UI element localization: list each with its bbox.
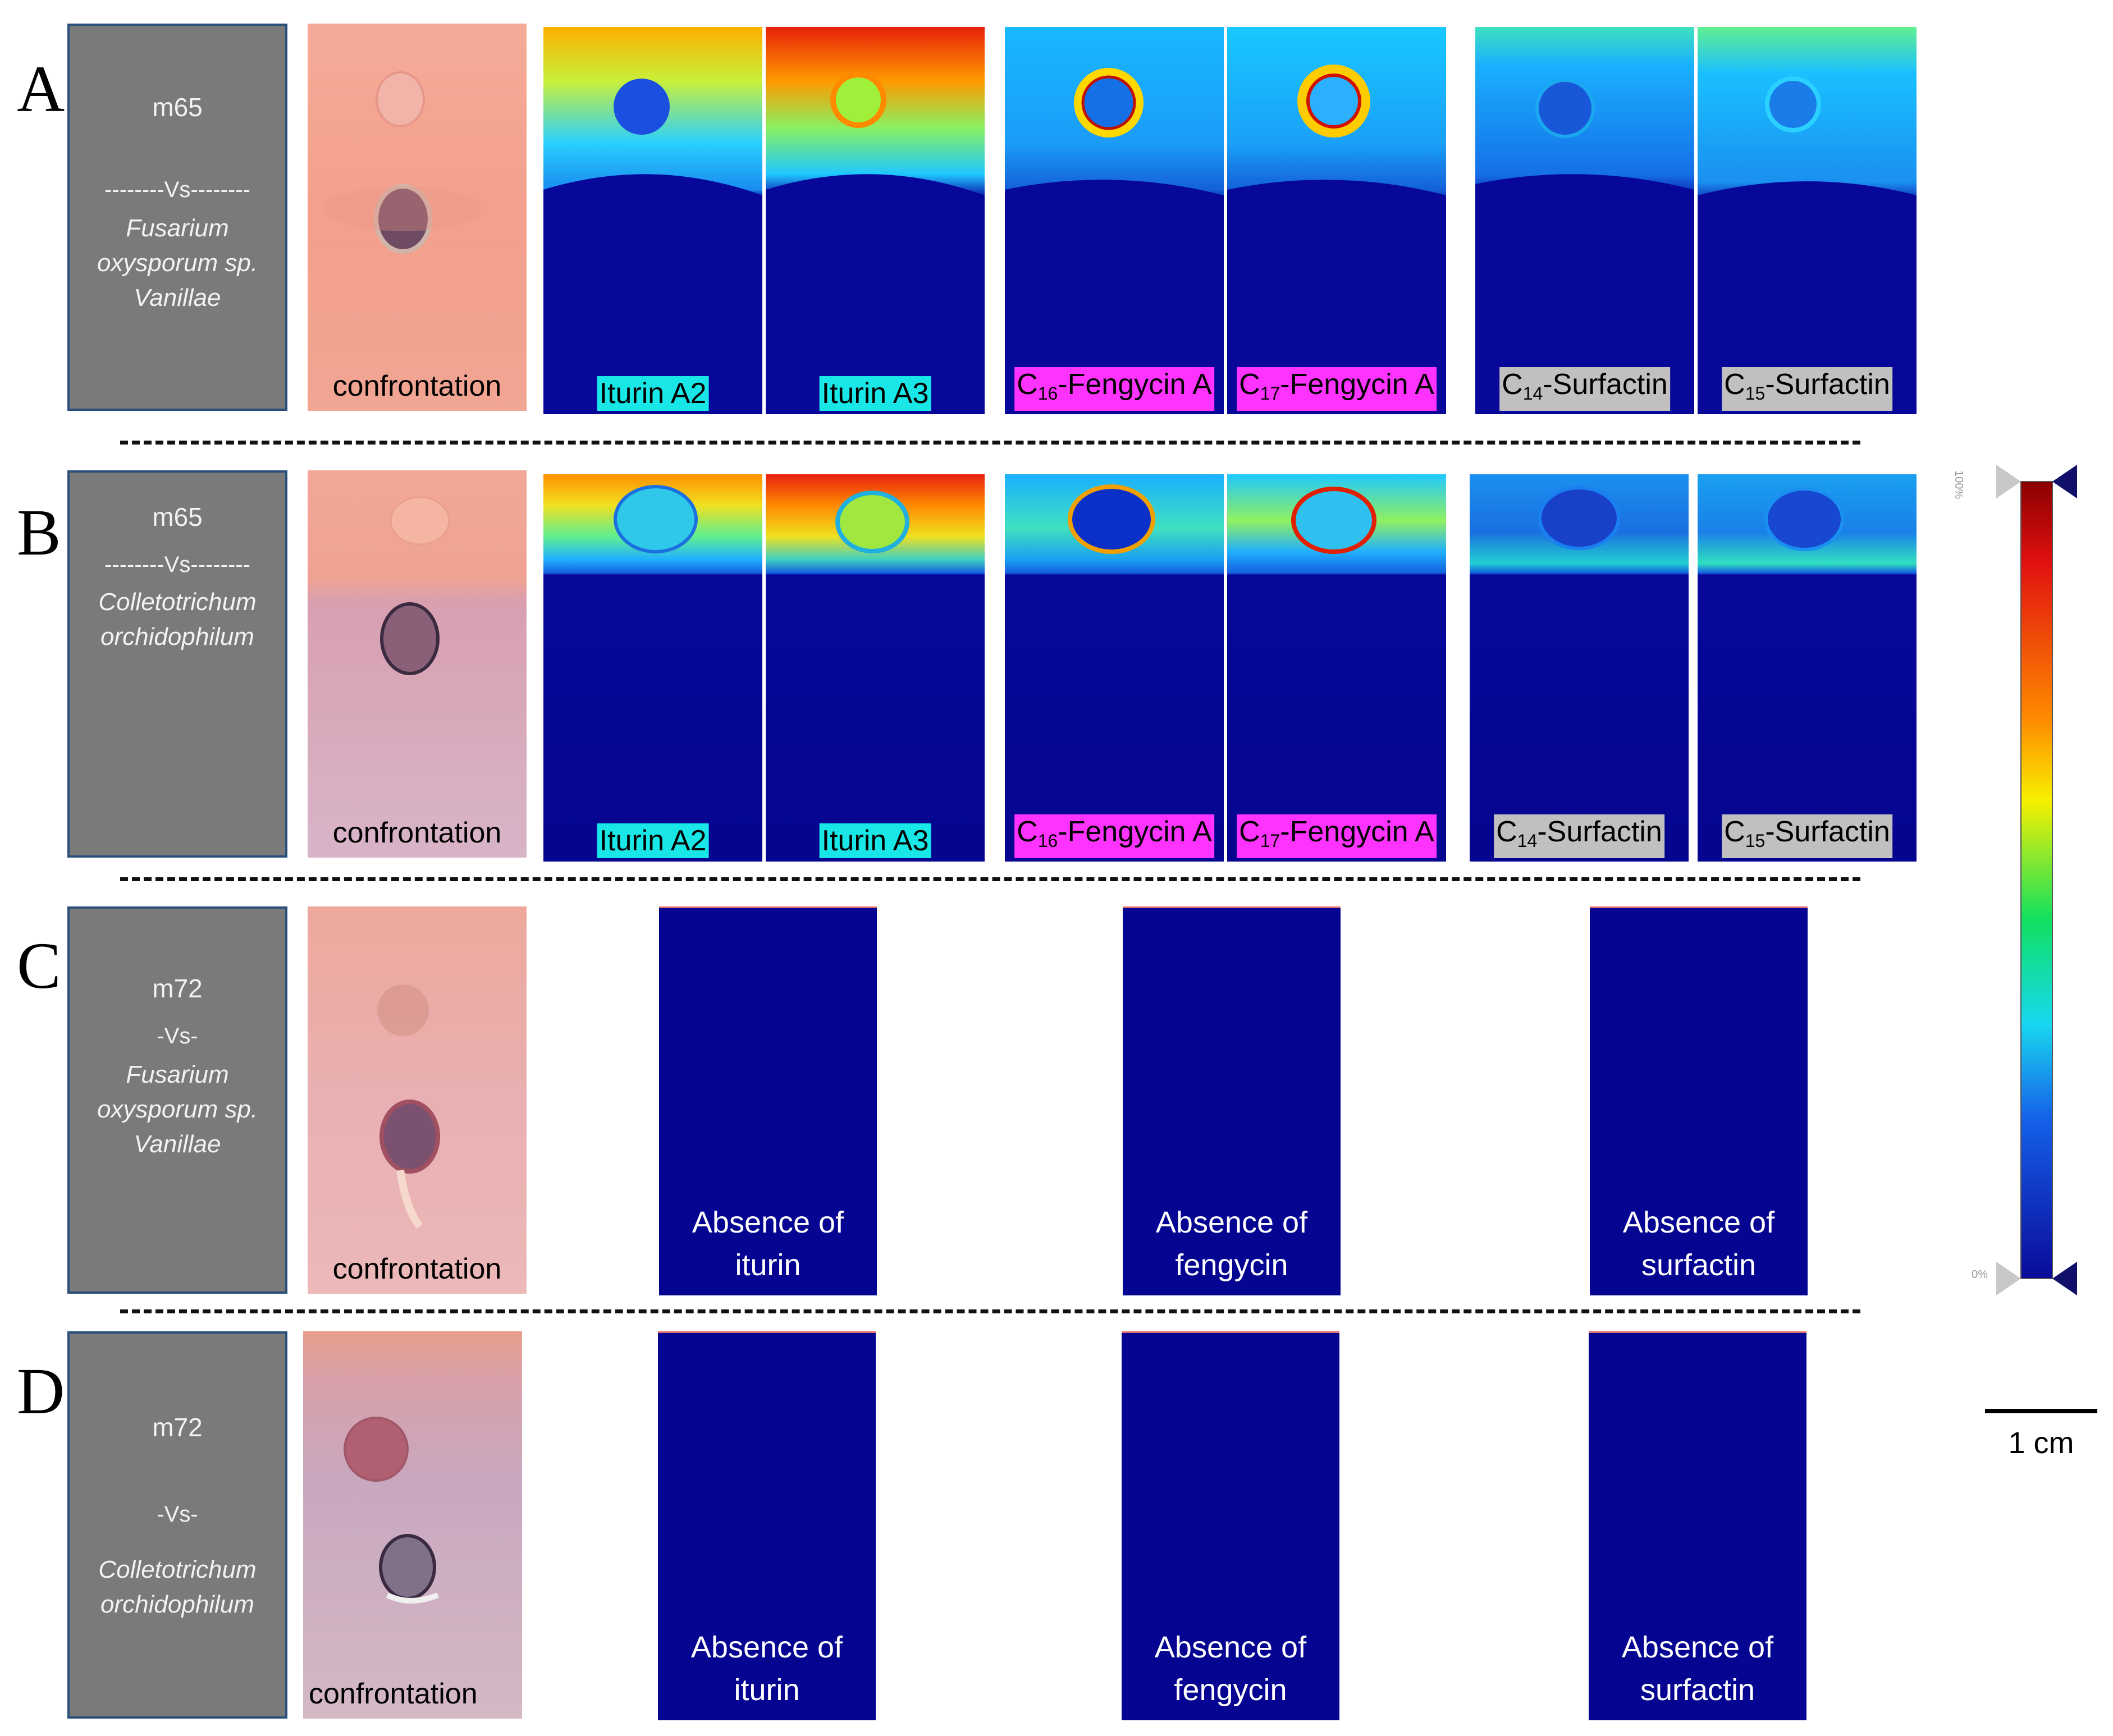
colorbar-graphic	[1996, 465, 2077, 1295]
absence-fengycin-c: Absence of fengycin	[1123, 906, 1341, 1295]
absence-label: Absence of surfactin	[1621, 1630, 1774, 1707]
scale-bar-label: 1 cm	[2008, 1426, 2074, 1460]
info-box-a: m65 --------Vs-------- Fusarium oxysporum…	[67, 24, 287, 411]
info-box-c: m72 -Vs- Fusarium oxysporum sp. Vanillae	[67, 906, 287, 1294]
versus-label: --------Vs--------	[104, 552, 250, 577]
strain-label: m72	[152, 1413, 203, 1442]
colorbar-top-label: 100%	[1952, 470, 1965, 500]
ms-label: C14-Surfactin	[1499, 367, 1670, 411]
ms-image-c15-surfactin-b: C15-Surfactin	[1698, 474, 1917, 862]
absence-label: Absence of iturin	[690, 1630, 843, 1707]
absence-iturin-c: Absence of iturin	[659, 906, 877, 1295]
ms-label: Iturin A3	[819, 823, 931, 858]
plate-photo	[308, 470, 527, 858]
row-letter-b: B	[17, 496, 61, 569]
versus-label: -Vs-	[157, 1024, 198, 1048]
confrontation-plate-c: confrontation	[308, 906, 527, 1294]
intensity-colorbar: 100% 0%	[1952, 460, 2088, 1297]
ms-label: C16-Fengycin A	[1014, 814, 1214, 858]
ms-label: Iturin A3	[819, 376, 931, 411]
ms-image-c16-fengycin-b: C16-Fengycin A	[1005, 474, 1224, 862]
row-divider	[120, 877, 1860, 881]
ms-label: C17-Fengycin A	[1237, 367, 1437, 411]
ms-label: C16-Fengycin A	[1014, 367, 1214, 411]
ms-image-c17-fengycin-a: C17-Fengycin A	[1227, 27, 1446, 414]
ms-label: Iturin A2	[597, 376, 709, 411]
plate-photo	[308, 24, 527, 411]
plate-label: confrontation	[332, 370, 502, 402]
absence-surfactin-c: Absence of surfactin	[1590, 906, 1808, 1295]
absence-label: Absence of fengycin	[1155, 1206, 1308, 1282]
confrontation-plate-a: confrontation	[308, 24, 527, 411]
row-letter-c: C	[17, 929, 61, 1002]
info-box-b: m65 --------Vs-------- Colletotrichum orc…	[67, 470, 287, 858]
ms-image-iturin-a2-a: Iturin A2	[543, 27, 762, 414]
colorbar-bottom-label: 0%	[1972, 1268, 1988, 1281]
ms-label: C15-Surfactin	[1722, 814, 1892, 858]
row-divider	[120, 1309, 1860, 1313]
absence-iturin-d: Absence of iturin	[658, 1331, 876, 1720]
ms-image-iturin-a3-b: Iturin A3	[766, 474, 985, 862]
plate-label: confrontation	[332, 817, 502, 849]
row-letter-d: D	[17, 1354, 65, 1428]
absence-label: Absence of iturin	[692, 1206, 844, 1282]
ms-image-c14-surfactin-a: C14-Surfactin	[1475, 27, 1694, 414]
strain-label: m65	[152, 93, 203, 122]
ms-image-iturin-a2-b: Iturin A2	[543, 474, 762, 862]
row-letter-a: A	[17, 52, 65, 126]
absence-fengycin-d: Absence of fengycin	[1122, 1331, 1339, 1720]
plate-photo	[303, 1331, 522, 1719]
ms-label: Iturin A2	[597, 823, 709, 858]
fungus-name: Colletotrichum orchidophilum	[98, 588, 257, 651]
confrontation-plate-d: confrontation	[303, 1331, 522, 1719]
strain-label: m72	[152, 974, 203, 1003]
absence-label: Absence of surfactin	[1622, 1206, 1775, 1282]
versus-label: --------Vs--------	[104, 177, 250, 202]
plate-photo	[308, 906, 527, 1294]
versus-label: -Vs-	[157, 1502, 198, 1527]
fungus-name: Fusarium oxysporum sp. Vanillae	[97, 214, 258, 312]
ms-image-c15-surfactin-a: C15-Surfactin	[1698, 27, 1917, 414]
absence-label: Absence of fengycin	[1154, 1630, 1307, 1707]
ms-image-iturin-a3-a: Iturin A3	[766, 27, 985, 414]
fungus-name: Fusarium oxysporum sp. Vanillae	[97, 1061, 258, 1158]
fungus-name: Colletotrichum orchidophilum	[98, 1556, 257, 1618]
scale-bar	[1985, 1409, 2097, 1413]
info-box-d: m72 -Vs- Colletotrichum orchidophilum	[67, 1331, 287, 1719]
row-divider	[120, 441, 1860, 445]
plate-label: confrontation	[332, 1253, 502, 1285]
ms-label: C14-Surfactin	[1494, 814, 1664, 858]
ms-image-c16-fengycin-a: C16-Fengycin A	[1005, 27, 1224, 414]
ms-image-c17-fengycin-b: C17-Fengycin A	[1227, 474, 1446, 862]
ms-label: C17-Fengycin A	[1237, 814, 1437, 858]
plate-label: confrontation	[309, 1678, 478, 1710]
strain-label: m65	[152, 502, 203, 532]
ms-image-c14-surfactin-b: C14-Surfactin	[1470, 474, 1689, 862]
absence-surfactin-d: Absence of surfactin	[1589, 1331, 1806, 1720]
confrontation-plate-b: confrontation	[308, 470, 527, 858]
ms-label: C15-Surfactin	[1722, 367, 1892, 411]
